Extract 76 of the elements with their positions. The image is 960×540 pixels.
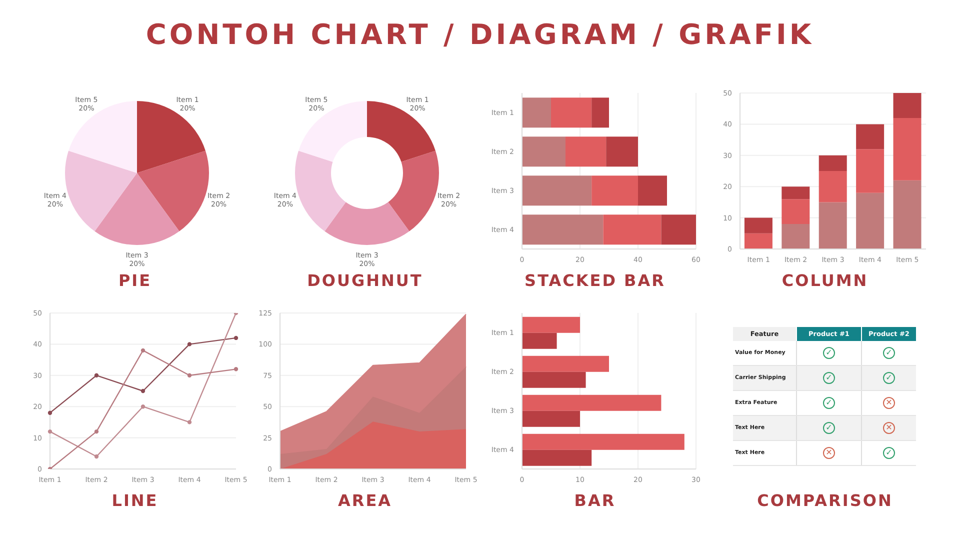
bar xyxy=(522,434,684,450)
bar xyxy=(522,214,604,245)
bar xyxy=(893,180,922,249)
donut-slice xyxy=(298,101,367,162)
text: AREA xyxy=(336,491,393,510)
donut-slice xyxy=(367,101,436,162)
text: LINE xyxy=(110,491,160,510)
bar xyxy=(856,149,884,193)
bar xyxy=(592,176,638,206)
bar xyxy=(638,176,667,206)
text: ✕ xyxy=(886,423,892,432)
bar xyxy=(522,372,586,388)
point xyxy=(140,348,146,353)
bar xyxy=(522,410,580,427)
point xyxy=(234,367,238,372)
text: ✕ xyxy=(886,398,892,407)
bar xyxy=(782,199,810,224)
text: ✓ xyxy=(886,448,892,457)
bar xyxy=(522,136,566,167)
bar xyxy=(782,224,810,249)
text: DOUGHNUT xyxy=(306,271,424,290)
bar xyxy=(522,176,592,206)
pie-slice xyxy=(65,150,137,232)
bar xyxy=(522,394,662,411)
point xyxy=(94,454,99,459)
bar xyxy=(603,214,662,245)
bar xyxy=(818,171,847,202)
point xyxy=(48,410,52,415)
donut-slice xyxy=(324,202,410,245)
pie-slice xyxy=(68,101,137,173)
text: BAR xyxy=(573,491,617,510)
text: STACKED BAR xyxy=(524,271,666,290)
donut-slice xyxy=(295,150,346,232)
text: ✓ xyxy=(826,398,832,407)
pie-slice xyxy=(137,101,206,173)
point xyxy=(187,373,192,378)
point xyxy=(187,420,192,424)
point xyxy=(48,429,52,434)
point xyxy=(94,429,99,434)
bar xyxy=(818,202,847,249)
bar xyxy=(744,218,772,234)
bar xyxy=(893,118,922,180)
pie-slice xyxy=(137,150,209,232)
point xyxy=(187,342,192,346)
text: ✓ xyxy=(886,373,892,382)
bar xyxy=(782,186,810,200)
bar xyxy=(522,332,557,349)
donut-slice xyxy=(388,150,439,232)
bar xyxy=(856,192,884,249)
point xyxy=(234,336,238,340)
bar xyxy=(744,233,772,249)
text: PIE xyxy=(117,271,153,290)
bar xyxy=(522,450,592,466)
bar xyxy=(818,155,847,171)
point xyxy=(94,373,99,378)
text: ✓ xyxy=(826,348,832,357)
pie-slice xyxy=(94,173,180,245)
bar xyxy=(566,136,606,167)
text: ✓ xyxy=(886,348,892,357)
point xyxy=(140,388,146,394)
text: COLUMN xyxy=(780,271,870,290)
bar xyxy=(592,98,609,128)
bar xyxy=(522,98,551,128)
bar xyxy=(551,98,592,128)
text: ✓ xyxy=(826,373,832,382)
bar xyxy=(606,136,638,167)
bar xyxy=(856,124,884,150)
text: ✓ xyxy=(826,423,832,432)
bar xyxy=(893,93,922,118)
text: ✕ xyxy=(826,448,832,457)
bar xyxy=(522,316,580,333)
point xyxy=(140,404,146,409)
text: CONTOH CHART / DIAGRAM / GRAFIK xyxy=(144,18,816,51)
bar xyxy=(661,214,696,245)
bar xyxy=(522,356,609,372)
text: COMPARISON xyxy=(756,491,894,510)
